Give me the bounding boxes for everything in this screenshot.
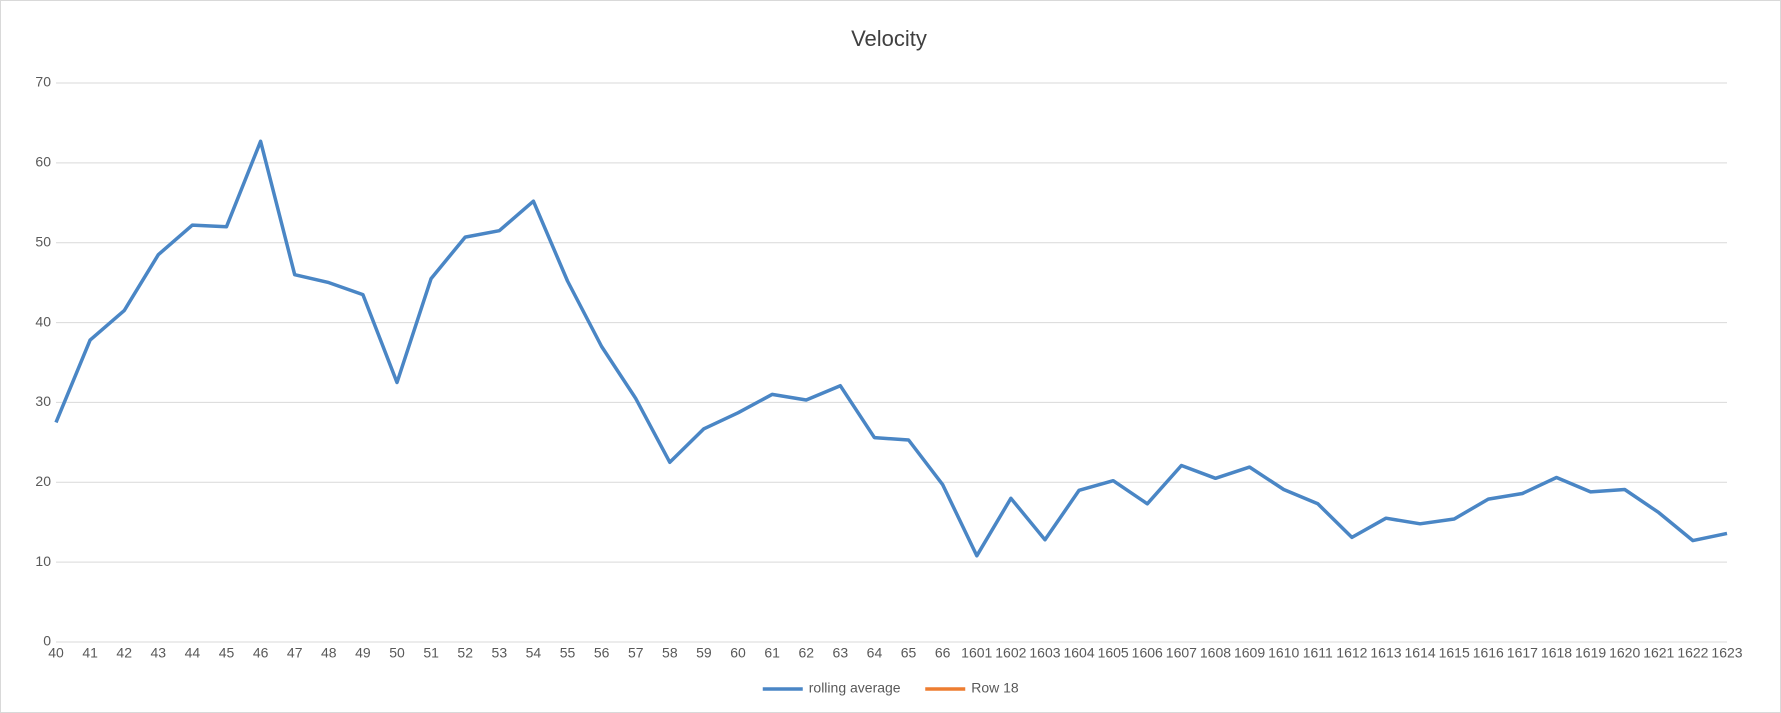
y-tick-label: 60 <box>35 154 51 170</box>
x-tick-label: 1601 <box>961 645 992 661</box>
x-tick-label: 1612 <box>1336 645 1367 661</box>
x-tick-label: 65 <box>901 645 917 661</box>
y-tick-label: 40 <box>35 313 51 329</box>
x-tick-label: 55 <box>560 645 576 661</box>
x-tick-label: 60 <box>730 645 746 661</box>
x-tick-label: 48 <box>321 645 337 661</box>
x-tick-label: 64 <box>867 645 883 661</box>
x-tick-label: 42 <box>116 645 132 661</box>
legend-label: Row 18 <box>971 680 1019 696</box>
x-tick-label: 51 <box>423 645 439 661</box>
x-tick-label: 63 <box>833 645 849 661</box>
x-tick-label: 49 <box>355 645 371 661</box>
x-tick-label: 1617 <box>1507 645 1538 661</box>
x-tick-label: 1606 <box>1132 645 1163 661</box>
x-tick-label: 1615 <box>1439 645 1470 661</box>
x-tick-label: 1616 <box>1473 645 1504 661</box>
chart-title: Velocity <box>851 26 927 51</box>
y-tick-label: 20 <box>35 473 51 489</box>
x-tick-label: 1621 <box>1643 645 1674 661</box>
x-tick-label: 1622 <box>1677 645 1708 661</box>
x-tick-label: 1619 <box>1575 645 1606 661</box>
x-tick-label: 44 <box>185 645 201 661</box>
y-tick-label: 50 <box>35 233 51 249</box>
x-tick-label: 61 <box>764 645 780 661</box>
line-series <box>54 139 1728 558</box>
x-tick-label: 41 <box>82 645 98 661</box>
x-tick-label: 1603 <box>1029 645 1060 661</box>
y-tick-label: 70 <box>35 74 51 90</box>
x-tick-label: 1604 <box>1063 645 1094 661</box>
x-tick-label: 1610 <box>1268 645 1299 661</box>
x-tick-label: 58 <box>662 645 678 661</box>
x-tick-label: 54 <box>526 645 542 661</box>
x-tick-label: 1611 <box>1303 645 1333 661</box>
x-tick-label: 66 <box>935 645 951 661</box>
legend-label: rolling average <box>809 680 901 696</box>
x-tick-label: 1618 <box>1541 645 1572 661</box>
x-tick-label: 1605 <box>1098 645 1129 661</box>
x-tick-label: 1609 <box>1234 645 1265 661</box>
y-tick-label: 0 <box>43 633 51 649</box>
x-tick-label: 46 <box>253 645 269 661</box>
x-tick-label: 1613 <box>1370 645 1401 661</box>
y-tick-label: 10 <box>35 553 51 569</box>
x-tick-label: 62 <box>798 645 814 661</box>
x-tick-label: 52 <box>457 645 473 661</box>
x-tick-label: 1620 <box>1609 645 1640 661</box>
x-tick-label: 40 <box>48 645 64 661</box>
x-tick-label: 1607 <box>1166 645 1197 661</box>
x-tick-label: 50 <box>389 645 405 661</box>
x-tick-label: 47 <box>287 645 303 661</box>
x-tick-label: 56 <box>594 645 610 661</box>
x-tick-label: 43 <box>151 645 167 661</box>
x-tick-label: 1623 <box>1711 645 1742 661</box>
x-tick-label: 53 <box>492 645 508 661</box>
y-tick-label: 30 <box>35 393 51 409</box>
x-tick-label: 1614 <box>1405 645 1436 661</box>
x-tick-label: 1602 <box>995 645 1026 661</box>
x-tick-label: 57 <box>628 645 644 661</box>
x-tick-label: 45 <box>219 645 235 661</box>
x-tick-label: 1608 <box>1200 645 1231 661</box>
x-tick-label: 59 <box>696 645 712 661</box>
